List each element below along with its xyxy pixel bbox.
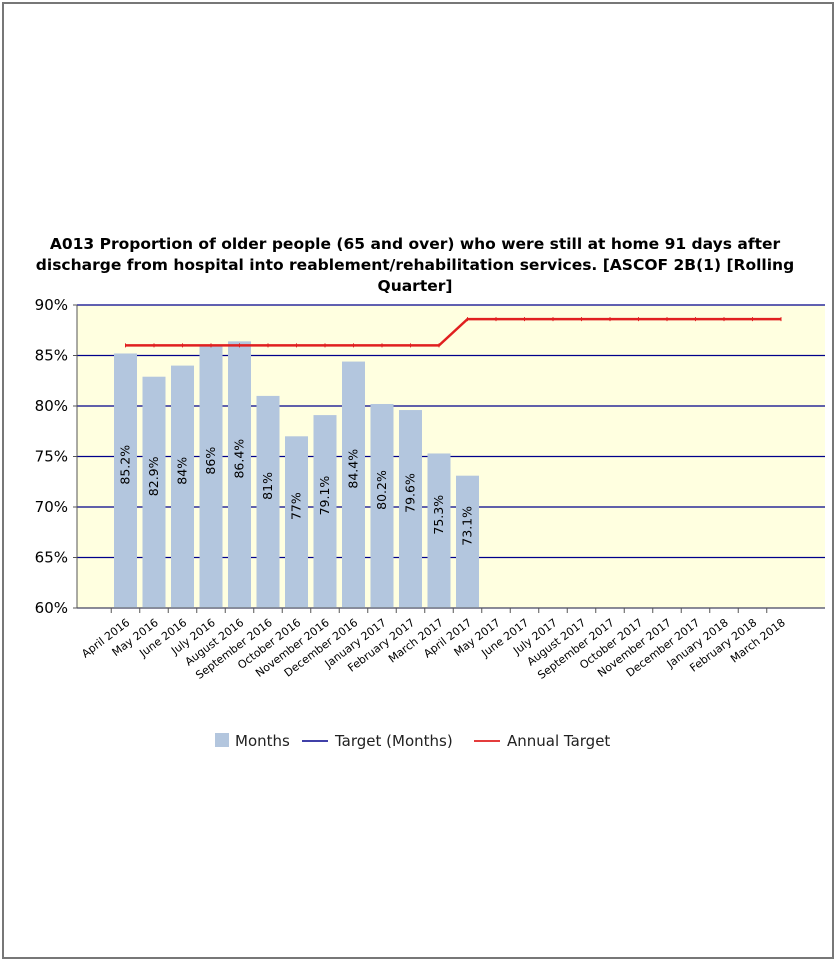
bar-data-label: 81% [260,472,275,500]
legend-label-months: Months [235,732,290,750]
legend-label-target-months: Target (Months) [334,732,453,750]
bar-data-label: 75.3% [431,495,446,535]
bar-data-label: 79.1% [317,476,332,516]
y-tick-label: 65% [35,549,68,567]
y-tick-label: 80% [35,397,68,415]
chart-title: A013 Proportion of older people (65 and … [36,235,794,295]
chart: A013 Proportion of older people (65 and … [4,4,836,961]
bar-data-label: 80.2% [374,470,389,510]
y-tick-label: 75% [35,448,68,466]
bar-data-label: 73.1% [460,506,475,546]
chart-title-line-3: Quarter] [378,277,453,295]
bar [171,366,194,608]
bar-data-label: 84.4% [346,449,361,489]
chart-title-line-2: discharge from hospital into reablement/… [36,256,794,274]
bar-data-label: 86.4% [232,439,247,479]
bar [285,436,308,608]
y-tick-label: 90% [35,296,68,314]
legend-swatch-months [215,733,229,747]
bar-data-label: 82.9% [146,456,161,496]
bar [257,396,280,608]
y-tick-label: 85% [35,347,68,365]
chart-title-line-1: A013 Proportion of older people (65 and … [50,235,781,253]
bar-data-label: 86% [203,447,218,475]
legend-label-annual-target: Annual Target [507,732,610,750]
y-tick-label: 60% [35,599,68,617]
bar-data-label: 84% [175,457,190,485]
bar-data-label: 79.6% [403,473,418,513]
y-tick-label: 70% [35,498,68,516]
legend: Months Target (Months) Annual Target [215,732,610,750]
bar-data-label: 85.2% [118,445,133,485]
y-axis-tick-labels: 60% 65% 70% 75% 80% 85% 90% [35,296,68,617]
bar [200,345,223,608]
bar-data-label: 77% [289,492,304,520]
